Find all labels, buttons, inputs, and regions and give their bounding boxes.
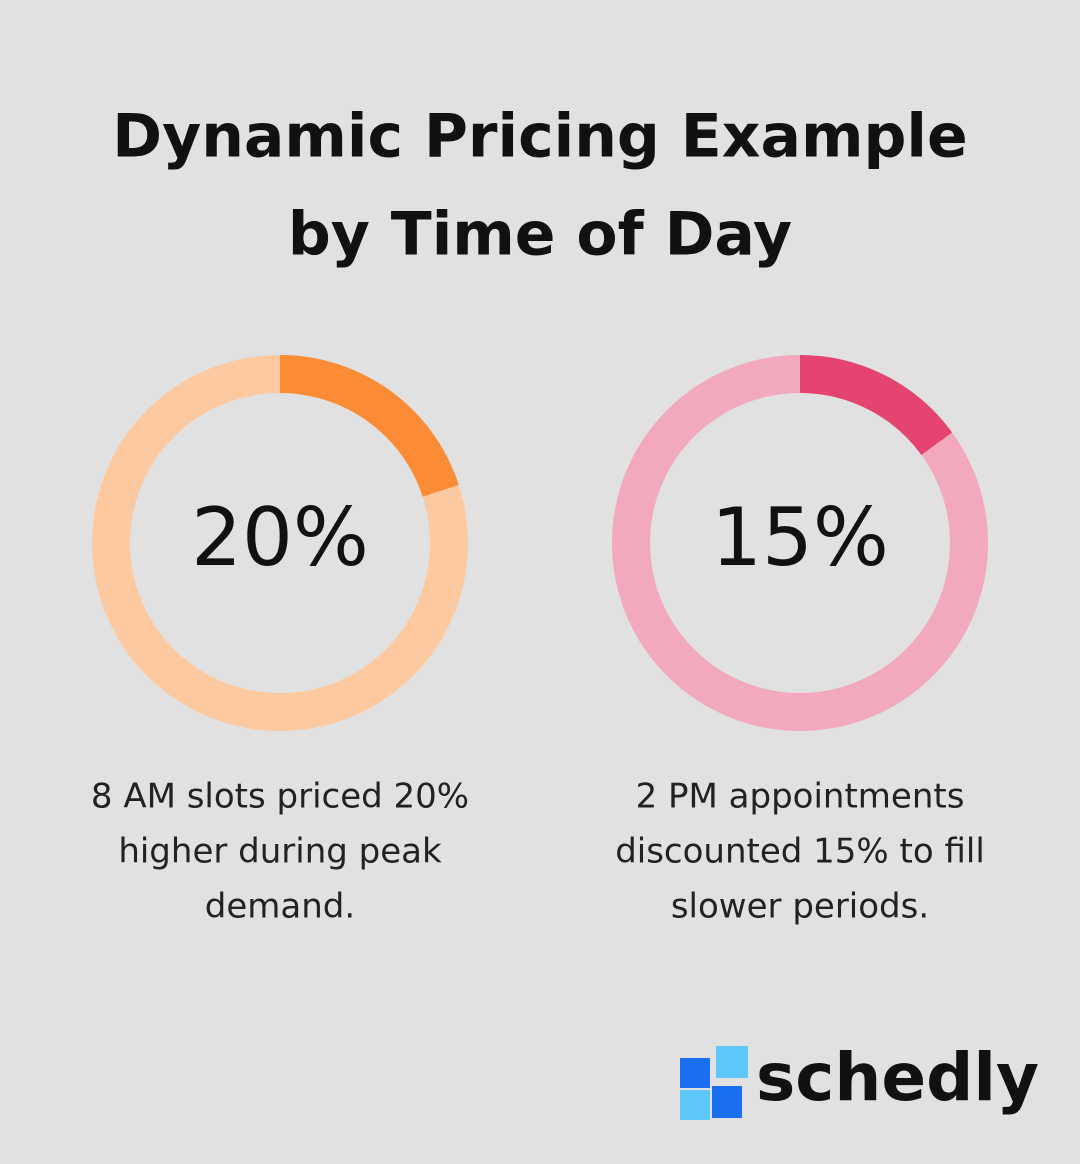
donut-arc [279, 355, 459, 498]
donut-arc [799, 355, 953, 456]
description-line: 2 PM appointments [636, 777, 965, 817]
title-line: Dynamic Pricing Example [112, 102, 967, 172]
logo-square [680, 1058, 710, 1088]
description-line: demand. [205, 887, 355, 927]
description-line: higher during peak [118, 832, 442, 872]
value-label: 15% [711, 491, 889, 584]
description-line: 8 AM slots priced 20% [91, 777, 469, 817]
logo-square [712, 1086, 742, 1118]
description-line: discounted 15% to fill [615, 832, 985, 872]
logo-square [680, 1090, 710, 1120]
logo-text: schedly [756, 1039, 1039, 1116]
logo: schedly [680, 1039, 1039, 1120]
logo-square [716, 1046, 748, 1078]
description-line: slower periods. [671, 887, 929, 927]
title-line: by Time of Day [288, 200, 792, 270]
value-label: 20% [191, 491, 369, 584]
